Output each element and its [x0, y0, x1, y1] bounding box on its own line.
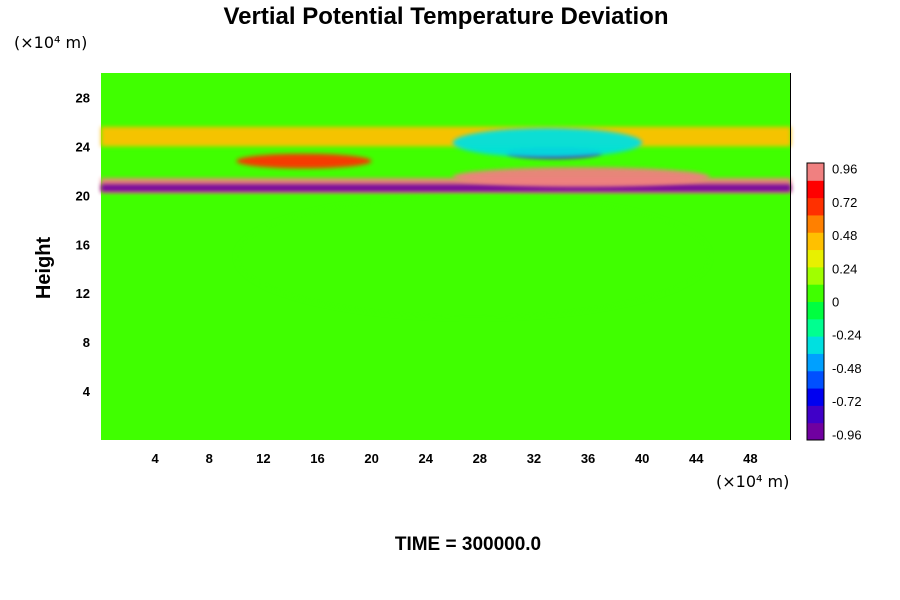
x-tick-label: 24 [418, 451, 433, 466]
y-axis-ticks: 4 8 12 16 20 24 28 [76, 90, 91, 399]
heatmap-feature-7 [236, 195, 710, 318]
colorbar-segment [807, 249, 824, 268]
y-tick-label: 8 [83, 335, 90, 350]
colorbar-tick-label: 0.72 [832, 195, 857, 210]
y-tick-label: 4 [83, 384, 91, 399]
heatmap-feature-3 [236, 153, 372, 169]
y-axis-unit: (×10⁴ m) [14, 33, 87, 52]
x-axis-unit: (×10⁴ m) [716, 472, 789, 491]
colorbar-tick-label: -0.96 [832, 427, 862, 442]
colorbar-segment [807, 232, 824, 251]
y-tick-label: 16 [76, 237, 90, 252]
y-tick-label: 28 [76, 90, 90, 105]
colorbar-segment [807, 301, 824, 320]
colorbar-tick-label: -0.24 [832, 328, 862, 343]
colorbar-segment [807, 180, 824, 199]
colorbar-tick-label: -0.72 [832, 394, 862, 409]
colorbar-tick-label: 0.24 [832, 261, 857, 276]
colorbar-segment [807, 318, 824, 337]
x-tick-label: 20 [364, 451, 378, 466]
x-tick-label: 8 [206, 451, 213, 466]
x-tick-label: 48 [743, 451, 757, 466]
colorbar-segment [807, 336, 824, 354]
y-axis-label: Height [33, 237, 55, 300]
colorbar-tick-label: 0.96 [832, 162, 857, 177]
colorbar-segment [807, 163, 824, 181]
colorbar-segment [807, 197, 824, 216]
colorbar-segment [807, 214, 824, 233]
x-tick-label: 32 [527, 451, 541, 466]
colorbar-segment [807, 370, 824, 389]
heatmap-feature-5 [101, 126, 791, 147]
x-tick-label: 36 [581, 451, 595, 466]
x-axis-ticks: 4 8 12 16 20 24 28 32 36 40 44 48 [152, 451, 758, 466]
colorbar-segment [807, 405, 824, 424]
colorbar-border [806, 162, 825, 441]
colorbar-tick-label: -0.48 [832, 361, 862, 376]
chart-title: Vertial Potential Temperature Deviation [223, 3, 668, 30]
heatmap-feature-1 [101, 184, 791, 192]
x-tick-label: 4 [152, 451, 160, 466]
colorbar-segment [807, 353, 824, 372]
x-tick-label: 28 [473, 451, 487, 466]
x-tick-label: 40 [635, 451, 649, 466]
time-label: TIME = 300000.0 [395, 534, 541, 555]
x-tick-label: 44 [689, 451, 704, 466]
x-tick-label: 16 [310, 451, 324, 466]
colorbar-tick-label: 0 [832, 295, 839, 310]
heatmap-feature-6 [452, 128, 643, 158]
x-tick-label: 12 [256, 451, 270, 466]
colorbar: 0.96 0.72 0.48 0.24 0 -0.24 -0.48 -0.72 -0.96 [806, 162, 862, 442]
colorbar-tick-label: 0.48 [832, 228, 857, 243]
y-tick-label: 20 [76, 188, 90, 203]
heatmap-feature-2 [452, 167, 710, 187]
heatmap-plot [101, 73, 791, 440]
colorbar-segment [807, 422, 824, 441]
y-tick-label: 24 [76, 139, 91, 154]
heatmap-features [101, 126, 791, 318]
colorbar-segment [807, 284, 824, 302]
y-tick-label: 12 [76, 286, 90, 301]
colorbar-segment [807, 388, 824, 406]
colorbar-segment [807, 266, 824, 285]
